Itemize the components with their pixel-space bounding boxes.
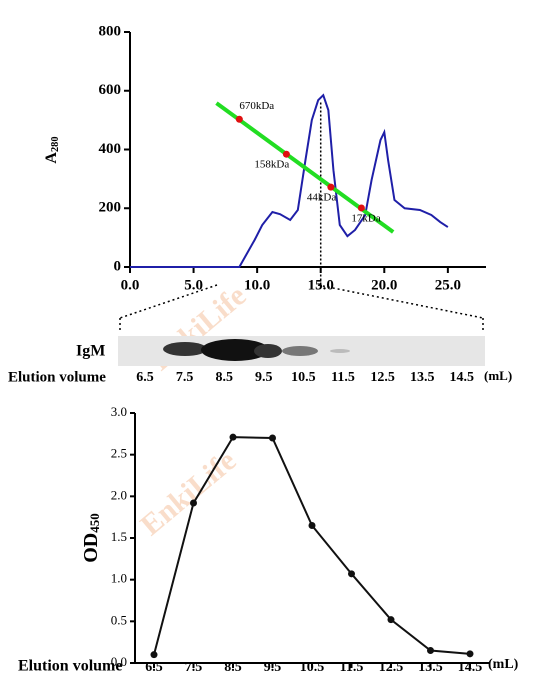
blot-band [201, 339, 269, 361]
x-tick-label: 20.0 [371, 277, 397, 293]
x-tick-label: 5.0 [184, 277, 203, 293]
x-tick-label: 14.5 [458, 660, 483, 675]
blot-label: IgM [76, 343, 105, 360]
lane-label: 11.5 [331, 370, 355, 385]
chromatogram-line [130, 93, 449, 268]
x-tick-label: 10.5 [300, 660, 325, 675]
y-axis-label-text: OD [80, 533, 102, 563]
od-point [229, 433, 237, 441]
lane-label: 14.5 [450, 370, 475, 385]
y-tick-label: 2.0 [111, 487, 127, 502]
lane-label: 9.5 [255, 370, 273, 385]
marker [282, 150, 290, 158]
marker [327, 183, 335, 191]
od-point [466, 650, 474, 658]
lane-label: 8.5 [215, 370, 233, 385]
y-tick-label: 0.5 [111, 612, 127, 627]
blot-band [282, 346, 318, 356]
x-tick-label: 15.0 [308, 277, 334, 293]
y-tick-label: 0 [114, 258, 122, 274]
od-point [150, 651, 158, 659]
x-tick-label: 7.5 [185, 660, 203, 675]
y-tick-label: 1.5 [111, 529, 127, 544]
od-point [308, 522, 316, 529]
y-tick-label: 0.0 [111, 654, 127, 669]
zoom-guide [119, 284, 218, 319]
y-tick-label: 2.5 [111, 446, 127, 461]
marker-label: 158kDa [254, 159, 289, 171]
y-tick-label: 800 [99, 23, 122, 39]
lane-label: 13.5 [410, 370, 435, 385]
x-tick-label: 0.0 [121, 277, 140, 293]
marker-label: 44kDa [307, 192, 336, 204]
x-axis-label: Elution volume [18, 658, 122, 675]
x-tick-label: 11.5 [340, 660, 364, 675]
x-tick-label: 6.5 [145, 660, 163, 675]
y-tick-label: 400 [99, 141, 122, 157]
od-point [269, 434, 276, 442]
y-tick-label: 1.0 [111, 571, 127, 586]
marker [357, 204, 365, 212]
od-point [387, 616, 395, 624]
lane-label: 7.5 [176, 370, 194, 385]
x-tick-label: 25.0 [435, 277, 461, 293]
x-tick-label: 9.5 [264, 660, 282, 675]
x-unit: (mL) [488, 657, 519, 672]
x-tick-label: 8.5 [224, 660, 242, 675]
blot-axis-label: Elution volume [8, 369, 106, 385]
marker [235, 115, 243, 123]
y-tick-label: 3.0 [111, 404, 127, 419]
lane-label: 10.5 [291, 370, 316, 385]
blot-band [330, 349, 350, 353]
od-point [190, 499, 197, 507]
y-axis-label: A280 [43, 136, 62, 163]
marker-label: 670kDa [239, 100, 274, 112]
blot-unit: (mL) [484, 368, 512, 383]
od-point [427, 647, 434, 654]
x-tick-label: 13.5 [418, 660, 443, 675]
watermark: EnkiLife [134, 444, 242, 542]
y-tick-label: 600 [99, 82, 122, 98]
marker-label: 17kDa [351, 212, 380, 224]
lane-label: 12.5 [370, 370, 395, 385]
y-axis-label-sub: 450 [87, 513, 102, 533]
x-tick-label: 10.0 [244, 277, 270, 293]
x-tick-label: 12.5 [379, 660, 404, 675]
y-axis-label-text: A [43, 152, 60, 164]
lane-label: 6.5 [136, 370, 154, 385]
blot-band [254, 344, 282, 358]
od-point [348, 570, 355, 578]
zoom-guide [317, 284, 484, 319]
y-axis-label: OD450 [80, 513, 102, 563]
y-axis-label-sub: 280 [50, 136, 61, 152]
blot-band [163, 342, 207, 356]
y-tick-label: 200 [99, 200, 122, 216]
